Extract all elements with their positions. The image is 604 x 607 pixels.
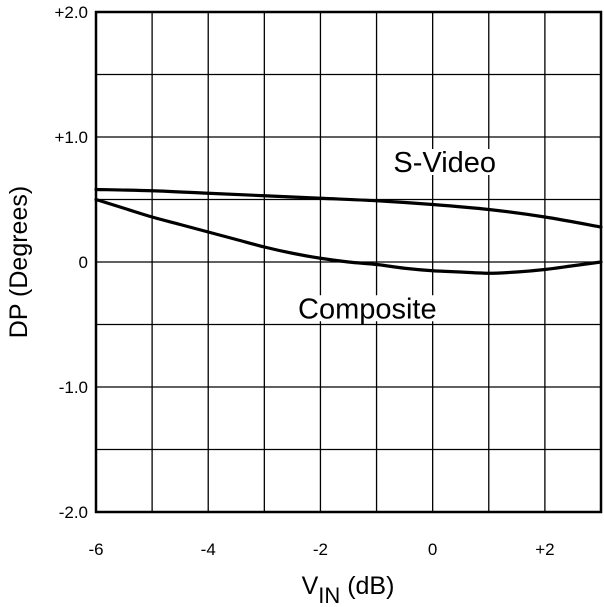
y-tick-label: +1.0: [54, 128, 88, 147]
x-axis-title: VIN (dB): [302, 572, 395, 607]
series-label-backing: [295, 295, 440, 322]
series-label-backing: [390, 149, 500, 175]
x-axis-title-subscript: IN: [318, 583, 340, 607]
x-tick-label: -6: [88, 540, 103, 559]
x-tick-label: -2: [313, 540, 328, 559]
x-tick-label: 0: [428, 540, 437, 559]
tick-labels: -6 -4 -2 0 +2 +2.0 +1.0 0 -1.0 -2.0: [54, 3, 554, 559]
y-tick-label: -2.0: [59, 503, 88, 522]
x-axis-title-unit: (dB): [340, 572, 394, 600]
series-line-s-video: [94, 187, 603, 229]
y-axis-title: DP (Degrees): [5, 186, 33, 338]
grid: [96, 12, 601, 512]
series-layer: S-Video Composite: [94, 147, 603, 325]
x-axis-title-main: V: [302, 572, 319, 600]
y-tick-label: -1.0: [59, 378, 88, 397]
series-label-composite: Composite: [298, 293, 437, 325]
series-line-composite: [94, 197, 603, 275]
series-label-s-video: S-Video: [393, 147, 496, 179]
y-tick-label: +2.0: [54, 3, 88, 22]
y-tick-label: 0: [79, 253, 88, 272]
x-tick-label: -4: [201, 540, 216, 559]
x-tick-label: +2: [535, 540, 554, 559]
